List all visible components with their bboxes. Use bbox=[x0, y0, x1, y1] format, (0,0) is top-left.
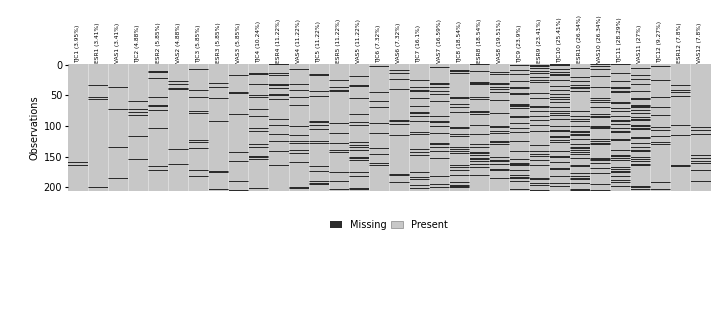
Legend: Missing, Present: Missing, Present bbox=[326, 216, 452, 234]
Y-axis label: Observations: Observations bbox=[30, 95, 39, 160]
